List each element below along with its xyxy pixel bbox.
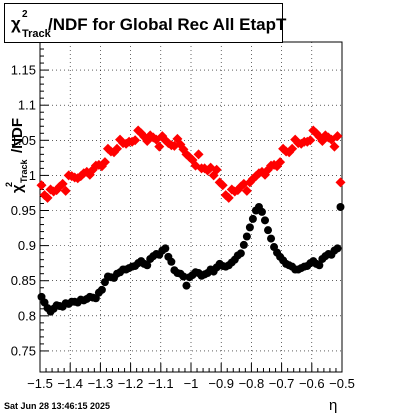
black-circle-point [167, 257, 176, 266]
black-circle-point [245, 223, 254, 232]
x-tick-label: −1.4 [57, 376, 83, 391]
y-tick-label: 0.8 [18, 308, 36, 323]
red-diamond-point [275, 157, 286, 168]
black-circle-point [97, 285, 106, 294]
red-diamond-point [130, 135, 141, 146]
y-tick-label: 0.85 [11, 273, 36, 288]
x-tick-label: −1.2 [118, 376, 144, 391]
y-tick-label: 1 [29, 168, 36, 183]
black-circle-point [182, 281, 191, 290]
black-circle-point [333, 244, 342, 253]
y-tick-label: 1.15 [11, 63, 36, 78]
black-circle-point [260, 216, 269, 225]
red-diamond-point [42, 192, 53, 203]
x-tick-label: −0.9 [208, 376, 234, 391]
x-tick-label: −1.3 [88, 376, 114, 391]
red-diamond-point [241, 185, 252, 196]
red-diamond-point [99, 157, 110, 168]
timestamp: Sat Jun 28 13:46:15 2025 [4, 401, 111, 411]
black-circle-point [242, 232, 251, 241]
red-diamond-point [332, 131, 343, 142]
red-diamond-point [60, 185, 71, 196]
x-tick-label: −0.5 [329, 376, 355, 391]
red-diamond-point [121, 138, 132, 149]
red-diamond-point [223, 192, 234, 203]
data-points [36, 125, 346, 316]
y-axis-label-sub: Track [19, 158, 29, 183]
black-circle-point [264, 226, 273, 235]
black-circle-point [336, 203, 345, 211]
chart-title-box: χ 2 Track /NDF for Global Rec All EtapT [4, 3, 287, 43]
tick-labels: −1.5 −1.4 −1.3 −1.2 −1.1 −1 −0.9 −0.8 −0.7 −0.6 −0… [11, 63, 355, 391]
x-tick-label: −1.1 [148, 376, 174, 391]
y-tick-label: 0.75 [11, 343, 36, 358]
black-circle-point [315, 261, 324, 270]
red-diamond-point [335, 177, 346, 188]
black-circle-point [161, 244, 170, 253]
y-tick-label: 1.1 [18, 98, 36, 113]
black-circle-point [267, 234, 276, 243]
x-tick-label: −1 [184, 376, 199, 391]
black-circle-point [236, 249, 245, 258]
black-circle-point [179, 272, 188, 281]
y-axis-label: χ 2 Track /NDF [4, 118, 29, 193]
x-tick-label: −0.8 [239, 376, 265, 391]
x-tick-label: −0.6 [299, 376, 325, 391]
black-circle-point [143, 261, 152, 270]
red-diamond-point [287, 143, 298, 154]
x-axis-label: η [329, 397, 338, 414]
y-tick-label: 0.9 [18, 238, 36, 253]
y-axis-label-sup: 2 [4, 182, 14, 187]
title-sub: Track [22, 28, 51, 40]
red-diamond-point [211, 164, 222, 175]
black-circle-point [257, 207, 266, 216]
red-diamond-point [193, 149, 204, 160]
black-circle-point [248, 214, 257, 223]
title-chi: χ [11, 14, 21, 33]
chart-title: /NDF for Global Rec All EtapT [48, 15, 287, 34]
x-tick-label: −1.5 [27, 376, 53, 391]
y-axis-label-chi: χ [9, 184, 26, 193]
y-tick-label: 0.95 [11, 203, 36, 218]
axis-ticks [39, 48, 343, 372]
red-diamond-point [112, 143, 123, 154]
y-tick-label: 1.05 [11, 133, 36, 148]
red-diamond-point [305, 135, 316, 146]
red-diamond-point [36, 180, 47, 191]
title-sup: 2 [22, 9, 28, 20]
red-diamond-point [57, 178, 68, 189]
red-diamond-point [217, 180, 228, 191]
y-axis-label-text: /NDF [9, 118, 26, 153]
black-circle-point [239, 240, 248, 249]
x-tick-label: −0.7 [269, 376, 295, 391]
plot-frame [39, 41, 343, 373]
red-diamond-point [329, 141, 340, 152]
red-diamond-point [154, 141, 165, 152]
